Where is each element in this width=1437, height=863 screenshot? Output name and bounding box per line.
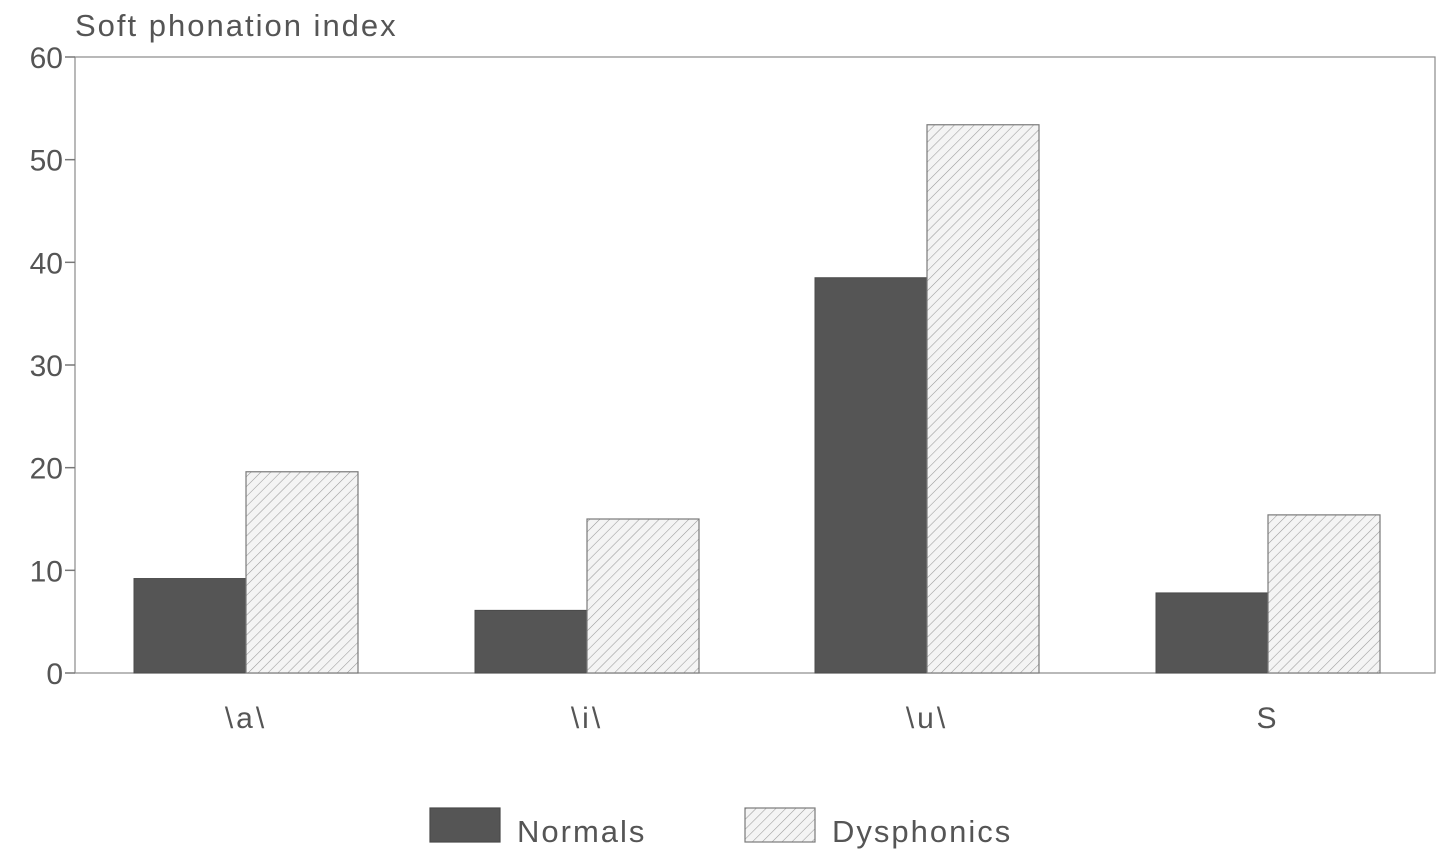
legend-swatch-dysphonics	[744, 807, 816, 843]
y-tick-label: 50	[30, 145, 63, 178]
chart-title: Soft phonation index	[75, 8, 398, 43]
y-tick-label: 0	[46, 658, 63, 691]
bar-dysphonics-0	[245, 471, 359, 674]
bar-normals-3	[1155, 592, 1269, 674]
bar-dysphonics-3	[1267, 514, 1381, 674]
x-tick-label: \a\	[225, 702, 267, 735]
bar-normals-1	[474, 609, 588, 674]
bar-normals-2	[814, 277, 928, 674]
y-tick-label: 60	[30, 42, 63, 75]
x-tick-label: \i\	[571, 702, 603, 735]
bar-normals-0	[133, 578, 247, 674]
x-tick-label: \u\	[906, 702, 948, 735]
y-tick-label: 10	[30, 555, 63, 588]
legend: Normals Dysphonics	[429, 807, 1012, 849]
x-tick-label: S	[1256, 702, 1279, 735]
bar-dysphonics-2	[926, 124, 1040, 674]
y-tick-label: 40	[30, 247, 63, 280]
legend-label-normals: Normals	[517, 814, 646, 849]
y-tick-label: 20	[30, 453, 63, 486]
legend-label-dysphonics: Dysphonics	[832, 814, 1012, 849]
y-tick-label: 30	[30, 350, 63, 383]
legend-swatch-normals	[429, 807, 501, 843]
bar-dysphonics-1	[586, 518, 700, 674]
